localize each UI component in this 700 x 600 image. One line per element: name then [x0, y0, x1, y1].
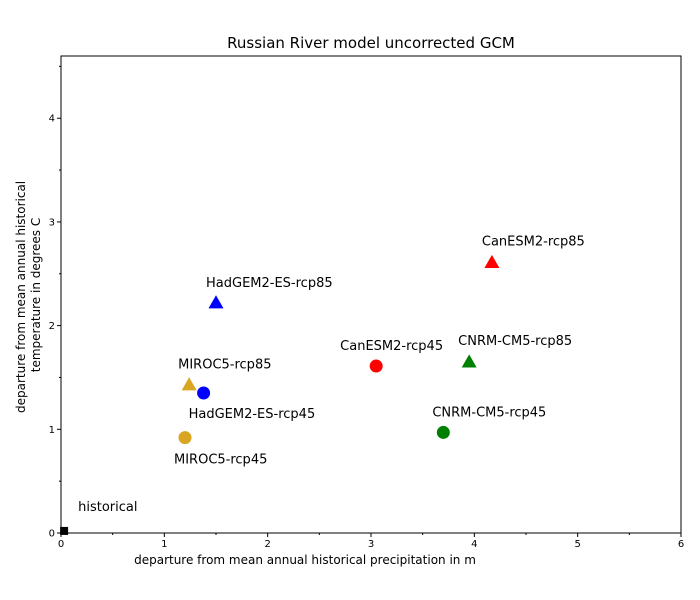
- hadgem2-es-rcp45-label: HadGEM2-ES-rcp45: [189, 407, 316, 422]
- y-tick-label: 0: [49, 529, 55, 540]
- miroc5-rcp45-marker: [178, 431, 192, 445]
- cnrm-cm5-rcp45-label: CNRM-CM5-rcp45: [432, 405, 546, 420]
- canesm2-rcp85-marker: [484, 254, 500, 268]
- y-axis-label-line-2: temperature in degrees C: [29, 218, 43, 373]
- plot-area: historical MIROC5-rcp45 MIROC5-rcp85 HadGEM…: [60, 234, 585, 535]
- x-tick-label: 4: [471, 539, 477, 550]
- axes-frame: [60, 55, 682, 534]
- hadgem2-es-rcp45-marker: [197, 386, 211, 400]
- hadgem2-es-rcp85-marker: [208, 295, 224, 309]
- x-tick-label: 3: [368, 539, 374, 550]
- y-axis-label: departure from mean annual historical te…: [14, 177, 43, 413]
- x-axis: 0 1 2 3 4 5 6: [58, 533, 684, 550]
- x-tick-label: 0: [58, 539, 64, 550]
- hadgem2-es-rcp85-label: HadGEM2-ES-rcp85: [206, 276, 333, 291]
- cnrm-cm5-rcp45-marker: [436, 425, 450, 439]
- x-tick-label: 1: [161, 539, 167, 550]
- canesm2-rcp45-label: CanESM2-rcp45: [340, 339, 443, 354]
- y-tick-label: 2: [49, 321, 55, 332]
- canesm2-rcp45-marker: [369, 359, 383, 373]
- x-tick-label: 2: [264, 539, 270, 550]
- x-axis-label: departure from mean annual historical pr…: [134, 553, 476, 567]
- cnrm-cm5-rcp85-label: CNRM-CM5-rcp85: [458, 334, 572, 349]
- y-axis: 0 1 2 3 4: [49, 65, 61, 540]
- chart-title: Russian River model uncorrected GCM: [227, 34, 515, 52]
- x-tick-label: 5: [574, 539, 580, 550]
- historical-marker: [60, 526, 69, 535]
- canesm2-rcp85-label: CanESM2-rcp85: [482, 234, 585, 249]
- y-tick-label: 3: [49, 217, 55, 228]
- miroc5-rcp45-label: MIROC5-rcp45: [174, 453, 267, 468]
- y-tick-label: 4: [49, 114, 55, 125]
- y-tick-label: 1: [49, 425, 55, 436]
- miroc5-rcp85-label: MIROC5-rcp85: [178, 358, 271, 373]
- x-tick-label: 6: [678, 539, 684, 550]
- historical-label: historical: [78, 500, 137, 515]
- y-axis-label-line-1: departure from mean annual historical: [14, 181, 28, 413]
- miroc5-rcp85-marker: [181, 377, 197, 391]
- cnrm-cm5-rcp85-marker: [461, 354, 477, 368]
